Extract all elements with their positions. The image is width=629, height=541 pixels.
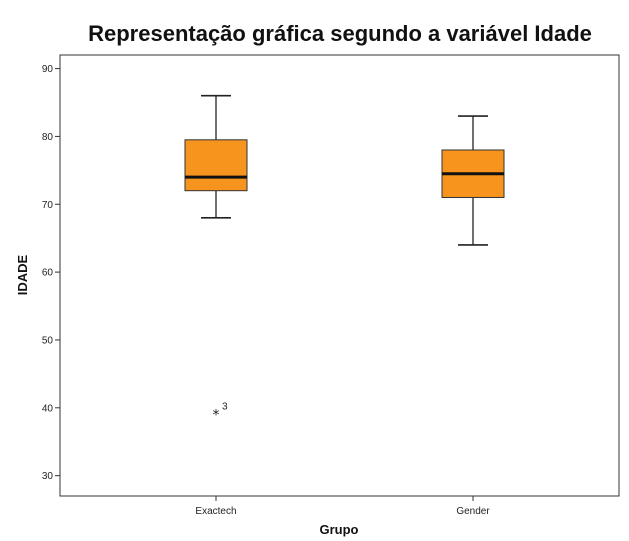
x-axis-title: Grupo: [320, 522, 359, 537]
boxes-layer: *3: [184, 94, 505, 424]
y-tick-label: 50: [42, 335, 54, 346]
outlier-label: 3: [222, 402, 228, 413]
plot-frame: [59, 54, 620, 497]
x-tick-label: Gender: [456, 506, 490, 517]
y-tick-label: 60: [42, 268, 54, 279]
y-axis-title: IDADE: [15, 254, 30, 295]
y-tick-label: 80: [42, 132, 54, 143]
iqr-box: [184, 139, 248, 192]
chart-title: Representação gráfica segundo a variável…: [88, 21, 592, 46]
y-tick-label: 90: [42, 64, 54, 75]
box-exactech: *3: [184, 94, 248, 424]
box-gender: [441, 115, 505, 246]
y-axis: 30 40 50 60 70 80 90: [42, 64, 60, 482]
x-axis: Exactech Gender: [195, 496, 490, 517]
y-tick-label: 30: [42, 471, 54, 482]
outlier-point: *: [213, 408, 220, 424]
x-tick-label: Exactech: [195, 506, 236, 517]
y-tick-label: 40: [42, 403, 54, 414]
y-tick-label: 70: [42, 200, 54, 211]
